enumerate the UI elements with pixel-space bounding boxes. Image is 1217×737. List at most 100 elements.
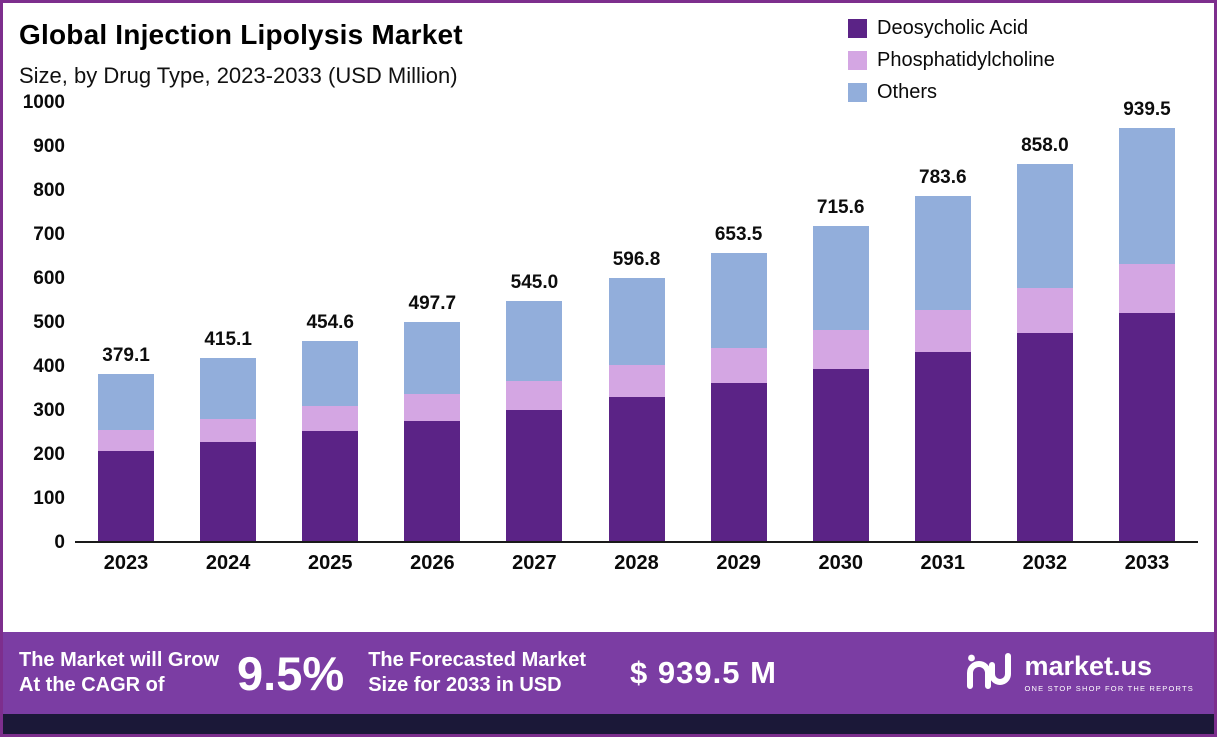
bar-total-label: 415.1 [204, 329, 252, 351]
bar-segment-phosphatidylcholine [1016, 288, 1073, 334]
legend-swatch [848, 51, 867, 70]
page-subtitle: Size, by Drug Type, 2023-2033 (USD Milli… [19, 63, 458, 88]
bar-stack [200, 358, 257, 541]
x-axis-label: 2032 [1022, 552, 1068, 574]
bar-segment-phosphatidylcholine [404, 394, 461, 422]
y-tick-label: 500 [33, 312, 65, 333]
y-tick-label: 900 [33, 136, 65, 157]
forecast-amount: $ 939.5 M [630, 655, 777, 690]
bar-segment-others [710, 253, 767, 349]
legend-item-others: Others [848, 81, 1055, 104]
legend-label: Phosphatidylcholine [877, 49, 1055, 71]
bar-stack [506, 301, 563, 541]
bar-segment-others [608, 278, 665, 365]
bar-group-2033: 939.5 [1096, 99, 1198, 541]
bottom-strip [3, 714, 1214, 734]
y-axis: 0 100 200 300 400 500 600 700 800 900 1000 [13, 92, 75, 553]
y-tick-label: 700 [33, 224, 65, 245]
bar-group-2023: 379.1 [75, 103, 177, 541]
bar-total-label: 379.1 [102, 345, 150, 367]
bar-segment-others [1118, 127, 1175, 264]
x-axis-label: 2033 [1124, 552, 1170, 574]
bar-stack [812, 226, 869, 541]
legend-item-phosphatidylcholine: Phosphatidylcholine [848, 49, 1055, 72]
x-axis-label: 2025 [307, 552, 353, 574]
brand-text-block: market.us ONE STOP SHOP FOR THE REPORTS [1024, 653, 1194, 694]
bar-segment-deosycholic-acid [1016, 333, 1073, 541]
bar-segment-others [506, 301, 563, 381]
bar-segment-others [914, 196, 971, 310]
bar-segment-phosphatidylcholine [608, 364, 665, 398]
x-axis-label: 2027 [512, 552, 557, 574]
bar-total-label: 783.6 [919, 167, 967, 189]
forecast-caption-line1: The Forecasted Market [368, 649, 587, 671]
legend-label: Deosycholic Acid [877, 17, 1029, 39]
brand-tagline: ONE STOP SHOP FOR THE REPORTS [1024, 684, 1194, 693]
y-tick-label: 300 [33, 400, 65, 421]
y-tick-label: 100 [33, 488, 65, 509]
footer-banner: The Market will Grow At the CAGR of 9.5%… [3, 632, 1214, 714]
bar-stack [404, 322, 461, 541]
bar-stack [98, 374, 155, 541]
legend: Deosycholic Acid Phosphatidylcholine Other… [848, 17, 1055, 104]
bar-total-label: 454.6 [306, 311, 354, 333]
bar-total-label: 497.7 [408, 293, 457, 315]
y-tick-label: 600 [33, 268, 65, 289]
bar-segment-others [98, 374, 155, 430]
bar-segment-others [200, 358, 257, 419]
y-tick-label: 0 [54, 532, 65, 553]
bar-segment-others [812, 226, 869, 330]
plot-column: 379.1 415.1 454.6 497.7 545.0 596.8 653.5 715.6… [75, 99, 1198, 575]
spacer [3, 575, 1214, 632]
bar-group-2025: 454.6 [279, 103, 381, 541]
bar-segment-deosycholic-acid [608, 397, 665, 541]
chart-section: 0 100 200 300 400 500 600 700 800 900 1000 379.1 41… [3, 92, 1214, 575]
chart-header: Global Injection Lipolysis Market Size, … [3, 3, 1214, 103]
bar-segment-phosphatidylcholine [98, 429, 155, 451]
bar-segment-others [404, 322, 461, 395]
bar-stack [302, 340, 359, 541]
x-axis-label: 2029 [716, 552, 761, 574]
cagr-caption-line2: At the CAGR of [19, 674, 165, 696]
y-tick-label: 1000 [22, 92, 65, 113]
bar-stack [914, 196, 971, 541]
brand: market.us ONE STOP SHOP FOR THE REPORTS [966, 650, 1200, 697]
bar-segment-deosycholic-acid [302, 431, 359, 541]
legend-label: Others [877, 81, 938, 103]
x-axis: 2023 2024 2025 2026 2027 2028 2029 2030 2031 2032… [75, 552, 1198, 575]
bar-group-2030: 715.6 [790, 103, 892, 541]
bar-segment-deosycholic-acid [98, 450, 155, 541]
bar-total-label: 939.5 [1123, 98, 1171, 120]
bar-segment-others [302, 340, 359, 406]
bar-segment-phosphatidylcholine [914, 309, 971, 352]
forecast-caption-line2: Size for 2033 in USD [368, 674, 562, 696]
bar-segment-phosphatidylcholine [812, 329, 869, 369]
bar-segment-deosycholic-acid [506, 410, 563, 541]
x-axis-label: 2031 [920, 552, 966, 574]
bar-segment-deosycholic-acid [914, 351, 971, 541]
bar-group-2028: 596.8 [585, 103, 687, 541]
bar-stack [608, 278, 665, 541]
legend-item-deosycholic-acid: Deosycholic Acid [848, 17, 1055, 40]
bar-segment-deosycholic-acid [200, 442, 257, 541]
page-title: Global Injection Lipolysis Market [19, 19, 463, 50]
bar-total-label: 653.5 [714, 224, 763, 246]
y-tick-label: 200 [33, 444, 65, 465]
x-axis-label: 2026 [410, 552, 455, 574]
bar-segment-phosphatidylcholine [1118, 263, 1175, 314]
bar-segment-deosycholic-acid [710, 383, 767, 541]
bar-segment-phosphatidylcholine [710, 348, 767, 384]
bar-total-label: 545.0 [510, 272, 559, 294]
bar-segment-phosphatidylcholine [200, 418, 257, 442]
bar-group-2026: 497.7 [381, 103, 483, 541]
bar-stack [1016, 163, 1073, 541]
bar-group-2029: 653.5 [688, 103, 790, 541]
legend-swatch [848, 19, 867, 38]
bar-group-2024: 415.1 [177, 103, 279, 541]
bar-group-2032: 858.0 [994, 103, 1096, 541]
bar-group-2031: 783.6 [892, 103, 994, 541]
x-axis-label: 2023 [103, 552, 149, 574]
cagr-caption: The Market will Grow At the CAGR of [19, 648, 219, 698]
bar-stack [1118, 127, 1175, 541]
